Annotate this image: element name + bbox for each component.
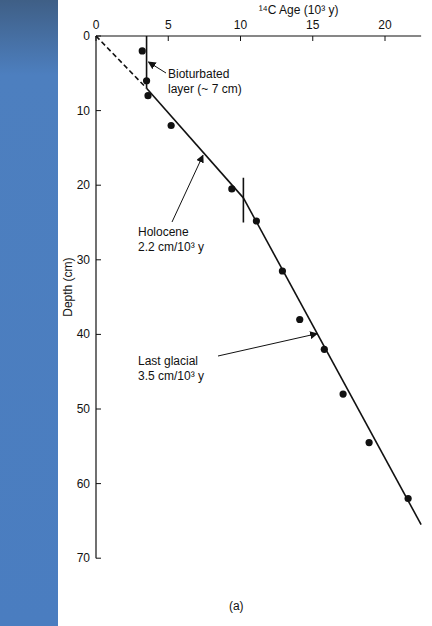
y-axis-title: Depth (cm)	[61, 257, 75, 316]
y-tick	[96, 558, 101, 559]
y-axis	[95, 36, 96, 558]
data-point	[139, 47, 146, 54]
figure-panel	[58, 0, 432, 626]
x-tick-label: 20	[378, 18, 392, 32]
annotation-line: 2.2 cm/10³ y	[138, 240, 204, 254]
annotation: Last glacial3.5 cm/10³ y	[138, 354, 204, 383]
y-tick	[96, 110, 101, 111]
data-point	[228, 185, 235, 192]
x-axis	[96, 35, 421, 36]
y-tick-label: 60	[77, 477, 91, 491]
y-tick	[96, 409, 101, 410]
x-tick	[168, 36, 169, 41]
plot-area	[96, 36, 421, 525]
data-point	[296, 316, 303, 323]
line	[243, 178, 245, 223]
annotation-line: Last glacial	[138, 354, 198, 368]
y-tick-label: 10	[77, 104, 91, 118]
x-tick-label: 10	[234, 18, 248, 32]
annotation-line: layer (~ 7 cm)	[168, 82, 242, 96]
data-point	[339, 390, 346, 397]
x-tick-label: 5	[165, 18, 172, 32]
annotation-arrow	[172, 155, 203, 222]
annotation-line: 3.5 cm/10³ y	[138, 369, 204, 383]
x-tick-label: 15	[306, 18, 320, 32]
annotation-arrow	[218, 334, 317, 356]
y-tick	[96, 185, 101, 186]
y-tick-label: 30	[77, 253, 91, 267]
y-tick	[96, 483, 101, 484]
background	[0, 0, 432, 626]
data-point	[168, 122, 175, 129]
x-tick-label: 0	[93, 18, 100, 32]
y-tick-label: 70	[77, 551, 91, 565]
annotation-line: (a)	[229, 599, 244, 613]
annotation-line: Bioturbated	[168, 67, 229, 81]
annotation: Bioturbatedlayer (~ 7 cm)	[168, 67, 242, 96]
line	[96, 36, 147, 88]
line	[243, 198, 421, 525]
annotation-arrow	[149, 62, 166, 73]
y-tick-label: 20	[77, 178, 91, 192]
annotation-line: Holocene	[138, 225, 189, 239]
annotation: Holocene2.2 cm/10³ y	[138, 225, 204, 254]
y-tick-label: 40	[77, 327, 91, 341]
y-tick-label: 50	[77, 402, 91, 416]
y-tick	[96, 334, 101, 335]
x-tick	[385, 36, 386, 41]
x-tick	[312, 36, 313, 41]
chart: 0 5 10 15 20 0 10 20 30 40 50 60 70 ¹⁴C Age (10³ y) De…	[0, 0, 432, 626]
y-tick	[96, 259, 101, 260]
annotation: (a)	[229, 599, 244, 613]
line	[146, 36, 148, 88]
data-point	[366, 439, 373, 446]
x-axis-title: ¹⁴C Age (10³ y)	[259, 3, 339, 17]
line	[147, 88, 244, 198]
x-tick	[240, 36, 241, 41]
y-tick-label: 0	[83, 29, 90, 43]
